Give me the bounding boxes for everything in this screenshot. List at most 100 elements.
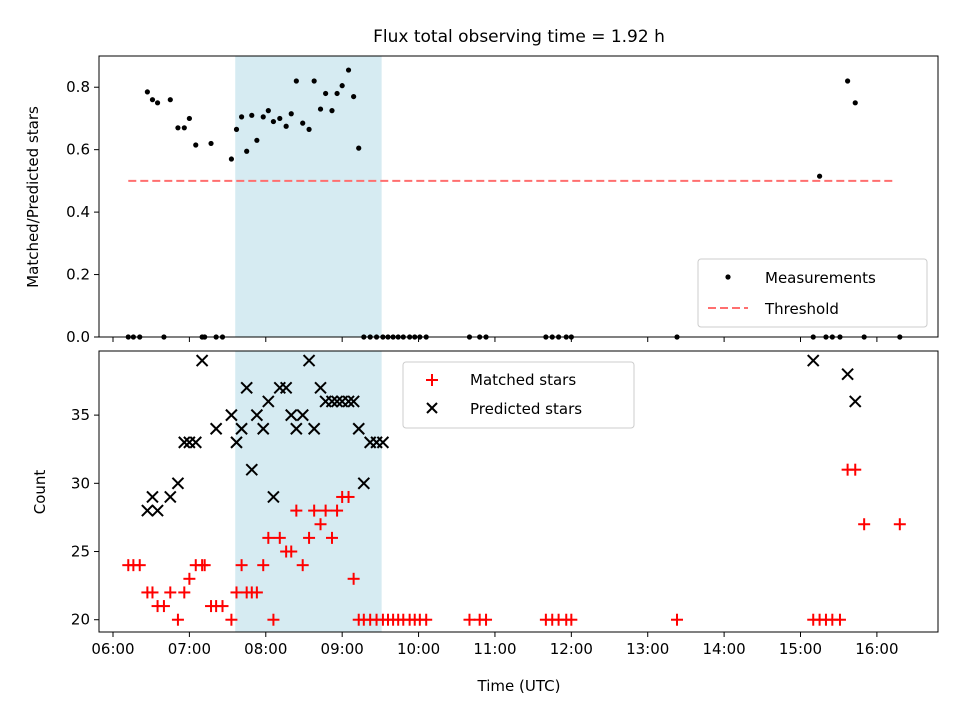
count-x-ticks: 06:00 07:00 08:00 09:00 10:00 11:00 12:00 13:00… — [91, 632, 899, 658]
predicted-star-point — [330, 395, 344, 408]
predicted-star-point — [290, 422, 303, 435]
predicted-star-point — [262, 395, 275, 408]
matched-star-point — [319, 504, 332, 517]
count-plot-frame — [98, 350, 939, 633]
measurement-point — [249, 112, 255, 118]
predicted-star-point — [225, 408, 238, 422]
x-axis-label: Time (UTC) — [477, 677, 561, 695]
y-tick-label: 30 — [71, 474, 90, 492]
ratio-legend: Measurements Threshold — [697, 258, 928, 328]
matched-star-point — [565, 613, 578, 626]
measurement-point — [154, 100, 161, 106]
legend-matched-marker — [426, 374, 438, 386]
matched-star-point — [267, 613, 280, 626]
matched-star-point — [146, 586, 159, 599]
measurement-point — [329, 108, 335, 114]
x-tick-label: 07:00 — [168, 640, 211, 658]
matched-star-point — [216, 600, 229, 613]
predicted-star-point — [285, 408, 298, 422]
measurement-point — [293, 78, 299, 84]
matched-star-point — [262, 531, 275, 544]
predicted-star-point — [296, 408, 309, 422]
count-points — [122, 354, 906, 626]
legend-predicted-marker — [426, 402, 438, 414]
legend-predicted-label: Predicted stars — [470, 400, 582, 418]
predicted-star-point — [209, 422, 223, 435]
ratio-plot-frame — [98, 55, 939, 338]
matched-star-point — [893, 518, 906, 531]
measurement-point — [852, 100, 858, 106]
measurement-point — [260, 114, 266, 120]
x-tick-label: 06:00 — [91, 640, 134, 658]
matched-star-point — [198, 559, 211, 572]
predicted-star-point — [376, 436, 390, 449]
measurement-point — [356, 145, 362, 151]
measurement-point — [311, 78, 317, 84]
measurement-point — [186, 115, 192, 122]
predicted-star-point — [250, 408, 264, 422]
measurement-point — [233, 126, 240, 132]
matched-star-point — [858, 518, 871, 531]
matched-star-point — [164, 586, 177, 599]
predicted-star-point — [189, 436, 202, 449]
measurement-point — [254, 137, 260, 143]
matched-star-point — [833, 613, 846, 626]
ratio-x-ticks — [112, 337, 878, 342]
matched-star-point — [347, 572, 360, 585]
predicted-star-point — [257, 422, 270, 435]
measurement-point — [277, 115, 283, 122]
measurement-point — [144, 89, 150, 95]
predicted-star-point — [325, 395, 339, 408]
matched-star-point — [325, 531, 338, 544]
matched-star-point — [463, 613, 476, 626]
measurement-point — [238, 114, 245, 120]
predicted-star-point — [342, 395, 355, 408]
predicted-star-point — [849, 395, 862, 408]
matched-star-point — [290, 504, 303, 517]
measurement-point — [306, 126, 312, 132]
predicted-star-point — [235, 422, 248, 435]
measurement-point — [845, 78, 851, 84]
measurement-point — [175, 125, 181, 131]
measurement-point — [193, 142, 199, 148]
matched-star-point — [178, 586, 191, 599]
predicted-star-point — [841, 367, 854, 381]
matched-star-point — [230, 586, 243, 599]
matched-star-point — [331, 504, 344, 517]
legend-measurements-label: Measurements — [765, 269, 876, 287]
matched-star-point — [273, 531, 286, 544]
predicted-star-point — [151, 504, 164, 517]
matched-star-point — [285, 545, 298, 558]
legend-measurements-marker — [725, 274, 731, 280]
measurement-point — [265, 108, 271, 114]
x-tick-label: 14:00 — [702, 640, 745, 658]
predicted-star-point — [146, 490, 159, 504]
measurement-point — [208, 140, 214, 147]
matched-star-point — [257, 559, 270, 572]
chart-title: Flux total observing time = 1.92 h — [373, 27, 665, 47]
matched-star-point — [480, 613, 493, 626]
measurement-point — [244, 148, 250, 154]
y-tick-label: 0.0 — [66, 328, 90, 346]
matched-star-point — [849, 463, 862, 476]
measurement-point — [345, 67, 352, 73]
x-tick-label: 09:00 — [321, 640, 364, 658]
predicted-star-point — [302, 354, 316, 367]
predicted-star-point — [314, 381, 327, 395]
y-tick-label: 0.2 — [66, 266, 90, 284]
predicted-star-point — [245, 463, 258, 476]
predicted-star-point — [178, 436, 191, 449]
measurement-point — [334, 90, 340, 97]
y-tick-label: 20 — [71, 611, 90, 629]
x-tick-label: 13:00 — [626, 640, 669, 658]
x-tick-label: 16:00 — [855, 640, 898, 658]
ratio-y-ticks: 0.0 0.2 0.4 0.6 0.8 — [66, 78, 99, 346]
predicted-star-point — [279, 381, 293, 395]
measurement-point — [270, 118, 277, 125]
measurement-points — [125, 67, 903, 340]
measurement-point — [323, 90, 329, 97]
predicted-star-point — [141, 504, 154, 517]
predicted-star-point — [347, 395, 360, 408]
matched-star-point — [314, 518, 327, 531]
matched-star-point — [342, 490, 355, 503]
